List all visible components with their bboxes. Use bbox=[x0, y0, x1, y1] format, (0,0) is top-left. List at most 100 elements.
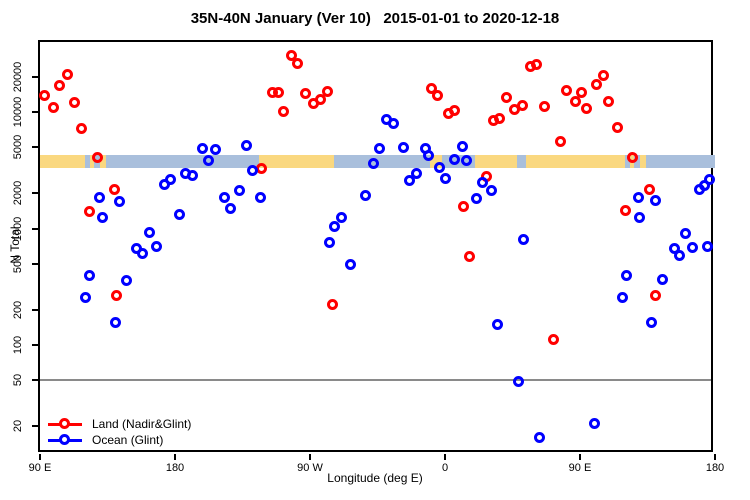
x-axis-title: Longitude (deg E) bbox=[327, 471, 423, 485]
land-data-point bbox=[111, 289, 123, 301]
strip-segment-land bbox=[100, 154, 106, 168]
land-data-point bbox=[612, 121, 624, 133]
ocean-data-point bbox=[174, 208, 185, 220]
ocean-data-point bbox=[645, 316, 657, 328]
ocean-data-point bbox=[241, 139, 253, 151]
strip-segment-land bbox=[40, 154, 85, 168]
ocean-data-point bbox=[477, 177, 489, 189]
land-data-point bbox=[598, 69, 610, 81]
ocean-data-point bbox=[397, 142, 409, 154]
strip-segment-land bbox=[526, 154, 625, 168]
ocean-data-point bbox=[109, 316, 121, 328]
land-data-point bbox=[108, 183, 120, 195]
y-tick-mark bbox=[32, 379, 38, 381]
land-data-point bbox=[649, 289, 661, 301]
ocean-data-point bbox=[196, 143, 208, 155]
ocean-data-point bbox=[210, 144, 222, 156]
land-data-point bbox=[76, 123, 88, 135]
ocean-data-point bbox=[616, 292, 628, 304]
x-tick-label: 90 W bbox=[297, 462, 323, 474]
land-data-point bbox=[315, 94, 327, 106]
land-data-point bbox=[83, 205, 95, 217]
ocean-data-point bbox=[649, 194, 661, 206]
legend-item-land-label: Land (Nadir&Glint) bbox=[92, 417, 192, 431]
land-data-point bbox=[300, 88, 312, 100]
ocean-data-point bbox=[233, 184, 245, 196]
ocean-data-point bbox=[136, 248, 148, 260]
strip-segment-land bbox=[640, 154, 646, 168]
land-data-point bbox=[38, 89, 50, 101]
strip-segment-land bbox=[259, 154, 334, 168]
x-tick-label: 180 bbox=[705, 462, 725, 474]
y-tick-mark bbox=[32, 146, 38, 149]
ocean-data-point bbox=[513, 375, 525, 387]
ocean-data-point bbox=[373, 142, 385, 154]
y-tick-mark bbox=[32, 227, 38, 230]
ocean-data-point bbox=[143, 227, 155, 239]
ocean-data-point bbox=[344, 259, 356, 271]
ocean-data-point bbox=[534, 432, 546, 444]
ocean-data-point bbox=[704, 174, 716, 186]
land-data-point bbox=[569, 95, 581, 107]
land-data-point bbox=[273, 87, 285, 99]
ocean-data-point bbox=[328, 220, 340, 232]
land-data-point bbox=[62, 69, 74, 81]
strip-segment-ocean bbox=[334, 154, 430, 168]
ocean-data-point bbox=[254, 192, 266, 204]
land-data-point bbox=[47, 102, 59, 114]
land-data-point bbox=[432, 89, 444, 101]
x-tick-label: 180 bbox=[165, 462, 185, 474]
ocean-data-point bbox=[423, 149, 435, 161]
land-data-point bbox=[580, 103, 592, 115]
ocean-data-point bbox=[702, 240, 714, 252]
land-data-point bbox=[539, 100, 551, 112]
strip-segment-ocean bbox=[517, 154, 526, 168]
ocean-data-point bbox=[486, 185, 498, 197]
ocean-data-point bbox=[679, 227, 691, 239]
ocean-data-point bbox=[121, 274, 133, 286]
y-tick-mark bbox=[32, 343, 38, 346]
land-data-point bbox=[590, 79, 602, 91]
land-data-point bbox=[291, 58, 303, 70]
land-data-point bbox=[426, 83, 438, 95]
legend-item-ocean: Ocean (Glint) bbox=[48, 432, 191, 448]
land-data-point bbox=[457, 201, 469, 213]
y-tick-mark bbox=[32, 75, 38, 78]
strip-segment-ocean bbox=[85, 154, 90, 168]
ocean-data-point bbox=[460, 154, 472, 166]
y-tick-mark bbox=[32, 262, 38, 265]
x-tick-mark bbox=[579, 454, 581, 460]
ocean-data-point bbox=[164, 174, 176, 186]
x-tick-label: 90 E bbox=[28, 462, 52, 474]
strip-segment-ocean bbox=[625, 154, 630, 168]
land-data-point bbox=[548, 333, 560, 345]
ocean-data-point bbox=[79, 292, 91, 304]
land-data-point bbox=[603, 96, 615, 108]
y-tick-mark bbox=[32, 111, 38, 114]
land-data-point bbox=[530, 59, 542, 71]
land-data-point bbox=[517, 99, 529, 111]
ocean-data-point bbox=[113, 195, 125, 207]
x-tick-mark bbox=[174, 454, 176, 460]
reference-line bbox=[40, 379, 711, 381]
ocean-data-point bbox=[448, 153, 460, 165]
y-axis-title: N Total bbox=[8, 226, 22, 264]
legend-item-ocean-label: Ocean (Glint) bbox=[92, 433, 164, 447]
ocean-data-point bbox=[657, 274, 669, 286]
plot-area: 90 E 180 90 W 0 90 E 180 20 50 100 200 500 1000 2000… bbox=[12, 40, 724, 474]
strip-segment-ocean bbox=[634, 154, 640, 168]
y-tick-mark bbox=[32, 425, 38, 428]
land-data-point bbox=[327, 298, 339, 310]
ocean-data-point bbox=[246, 164, 258, 176]
x-tick-label: 0 bbox=[441, 462, 449, 474]
ocean-data-point bbox=[225, 202, 237, 214]
strip-segment-land bbox=[475, 154, 517, 168]
ocean-data-point bbox=[84, 269, 96, 281]
land-data-point bbox=[449, 105, 461, 117]
land-data-point bbox=[575, 87, 587, 99]
land-data-point bbox=[493, 113, 505, 125]
chart-title: 35N-40N January (Ver 10) 2015-01-01 to 2… bbox=[190, 10, 560, 27]
land-data-point bbox=[91, 152, 103, 164]
ocean-data-point bbox=[621, 270, 633, 282]
